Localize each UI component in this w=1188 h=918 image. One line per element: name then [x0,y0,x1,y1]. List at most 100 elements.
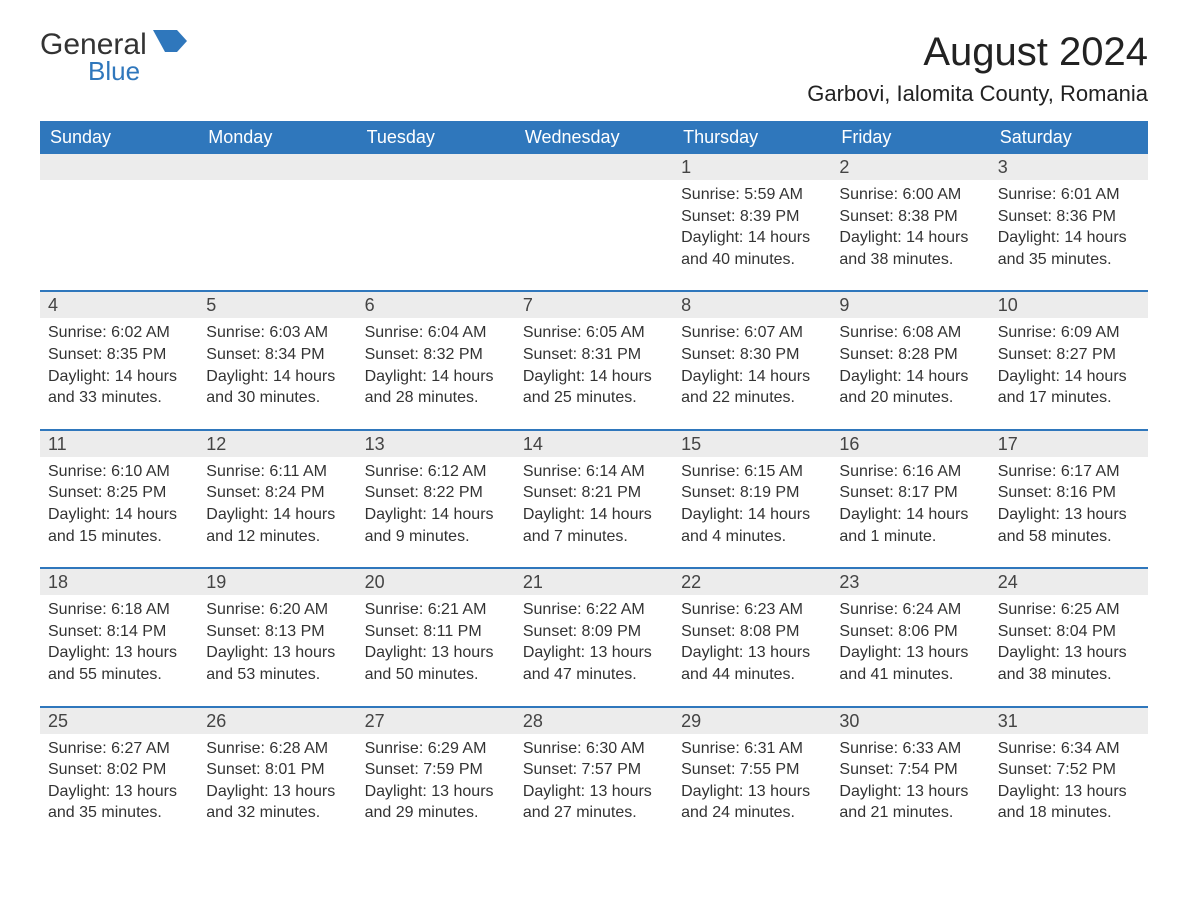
day-of-week-header: Sunday Monday Tuesday Wednesday Thursday… [40,121,1148,154]
day-cell: Sunrise: 6:27 AMSunset: 8:02 PMDaylight:… [40,734,198,830]
day-number-bar: 18192021222324 [40,569,1148,595]
day-cell: Sunrise: 6:25 AMSunset: 8:04 PMDaylight:… [990,595,1148,691]
daylight-line: Daylight: 14 hours and 40 minutes. [681,227,823,270]
day-number: 16 [831,431,989,457]
sunrise-line: Sunrise: 6:07 AM [681,322,823,344]
sunrise-line: Sunrise: 6:34 AM [998,738,1140,760]
title-block: August 2024 Garbovi, Ialomita County, Ro… [807,30,1148,117]
sunrise-line: Sunrise: 6:21 AM [365,599,507,621]
sunrise-line: Sunrise: 6:05 AM [523,322,665,344]
sunset-line: Sunset: 8:28 PM [839,344,981,366]
sunrise-line: Sunrise: 6:17 AM [998,461,1140,483]
daylight-line: Daylight: 14 hours and 25 minutes. [523,366,665,409]
day-number: 2 [831,154,989,180]
sunset-line: Sunset: 8:02 PM [48,759,190,781]
day-number: 29 [673,708,831,734]
weeks-container: 123Sunrise: 5:59 AMSunset: 8:39 PMDaylig… [40,154,1148,830]
logo-flag-icon [153,30,187,57]
day-cell [357,180,515,276]
sunrise-line: Sunrise: 6:18 AM [48,599,190,621]
week-row: 123Sunrise: 5:59 AMSunset: 8:39 PMDaylig… [40,154,1148,276]
logo-word2: Blue [88,58,187,84]
dow-friday: Friday [831,121,989,154]
sunrise-line: Sunrise: 6:03 AM [206,322,348,344]
day-number: 13 [357,431,515,457]
sunrise-line: Sunrise: 6:15 AM [681,461,823,483]
day-number: 10 [990,292,1148,318]
sunset-line: Sunset: 8:25 PM [48,482,190,504]
day-number: 28 [515,708,673,734]
dow-tuesday: Tuesday [357,121,515,154]
sunset-line: Sunset: 7:54 PM [839,759,981,781]
daylight-line: Daylight: 13 hours and 27 minutes. [523,781,665,824]
sunrise-line: Sunrise: 6:27 AM [48,738,190,760]
daylight-line: Daylight: 14 hours and 38 minutes. [839,227,981,270]
day-cell: Sunrise: 6:03 AMSunset: 8:34 PMDaylight:… [198,318,356,414]
sunset-line: Sunset: 8:32 PM [365,344,507,366]
daylight-line: Daylight: 13 hours and 21 minutes. [839,781,981,824]
day-number [357,154,515,180]
sunrise-line: Sunrise: 6:20 AM [206,599,348,621]
day-cell: Sunrise: 6:11 AMSunset: 8:24 PMDaylight:… [198,457,356,553]
day-cell: Sunrise: 6:07 AMSunset: 8:30 PMDaylight:… [673,318,831,414]
sunset-line: Sunset: 8:16 PM [998,482,1140,504]
day-number: 8 [673,292,831,318]
week-row: 18192021222324Sunrise: 6:18 AMSunset: 8:… [40,567,1148,691]
sunrise-line: Sunrise: 6:11 AM [206,461,348,483]
day-number: 17 [990,431,1148,457]
day-number: 14 [515,431,673,457]
month-title: August 2024 [807,30,1148,75]
sunset-line: Sunset: 7:55 PM [681,759,823,781]
sunset-line: Sunset: 8:27 PM [998,344,1140,366]
day-cell: Sunrise: 6:34 AMSunset: 7:52 PMDaylight:… [990,734,1148,830]
day-cell: Sunrise: 6:01 AMSunset: 8:36 PMDaylight:… [990,180,1148,276]
daylight-line: Daylight: 14 hours and 22 minutes. [681,366,823,409]
sunset-line: Sunset: 7:59 PM [365,759,507,781]
day-cell: Sunrise: 6:16 AMSunset: 8:17 PMDaylight:… [831,457,989,553]
day-number: 7 [515,292,673,318]
day-cell [198,180,356,276]
daylight-line: Daylight: 14 hours and 4 minutes. [681,504,823,547]
day-number: 26 [198,708,356,734]
day-number-bar: 45678910 [40,292,1148,318]
sunrise-line: Sunrise: 6:28 AM [206,738,348,760]
daylight-line: Daylight: 14 hours and 28 minutes. [365,366,507,409]
day-number [515,154,673,180]
day-cell: Sunrise: 6:21 AMSunset: 8:11 PMDaylight:… [357,595,515,691]
sunset-line: Sunset: 8:01 PM [206,759,348,781]
daylight-line: Daylight: 13 hours and 53 minutes. [206,642,348,685]
day-number: 12 [198,431,356,457]
day-body-row: Sunrise: 5:59 AMSunset: 8:39 PMDaylight:… [40,180,1148,276]
daylight-line: Daylight: 13 hours and 58 minutes. [998,504,1140,547]
day-cell: Sunrise: 6:24 AMSunset: 8:06 PMDaylight:… [831,595,989,691]
sunset-line: Sunset: 8:24 PM [206,482,348,504]
daylight-line: Daylight: 14 hours and 17 minutes. [998,366,1140,409]
day-cell [515,180,673,276]
location: Garbovi, Ialomita County, Romania [807,81,1148,107]
day-cell: Sunrise: 6:20 AMSunset: 8:13 PMDaylight:… [198,595,356,691]
day-number: 30 [831,708,989,734]
sunrise-line: Sunrise: 6:16 AM [839,461,981,483]
day-body-row: Sunrise: 6:10 AMSunset: 8:25 PMDaylight:… [40,457,1148,553]
sunrise-line: Sunrise: 6:02 AM [48,322,190,344]
week-row: 11121314151617Sunrise: 6:10 AMSunset: 8:… [40,429,1148,553]
day-number: 31 [990,708,1148,734]
logo: General Blue [40,30,187,84]
day-number: 25 [40,708,198,734]
sunrise-line: Sunrise: 6:25 AM [998,599,1140,621]
sunset-line: Sunset: 8:35 PM [48,344,190,366]
sunset-line: Sunset: 8:13 PM [206,621,348,643]
daylight-line: Daylight: 13 hours and 50 minutes. [365,642,507,685]
day-body-row: Sunrise: 6:27 AMSunset: 8:02 PM Daylight:… [40,734,1148,830]
daylight-line: Daylight: 14 hours and 7 minutes. [523,504,665,547]
sunset-line: Sunset: 7:52 PM [998,759,1140,781]
daylight-line: Daylight: 13 hours and 44 minutes. [681,642,823,685]
sunset-line: Sunset: 8:14 PM [48,621,190,643]
day-cell: Sunrise: 6:12 AMSunset: 8:22 PMDaylight:… [357,457,515,553]
sunset-line: Sunset: 8:39 PM [681,206,823,228]
day-number-bar: 11121314151617 [40,431,1148,457]
day-cell: Sunrise: 6:05 AMSunset: 8:31 PMDaylight:… [515,318,673,414]
day-cell: Sunrise: 6:28 AMSunset: 8:01 PMDaylight:… [198,734,356,830]
dow-monday: Monday [198,121,356,154]
calendar: Sunday Monday Tuesday Wednesday Thursday… [40,121,1148,830]
